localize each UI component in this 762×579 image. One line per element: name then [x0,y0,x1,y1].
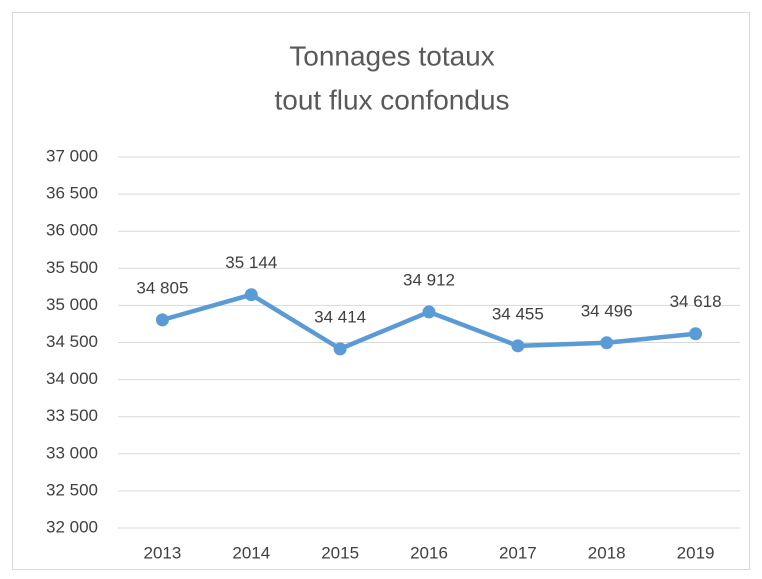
y-tick-label: 35 500 [46,258,98,277]
y-tick-label: 33 000 [46,443,98,462]
y-tick-label: 32 000 [46,517,98,536]
chart-title: tout flux confondus [274,84,509,115]
data-label: 34 414 [314,307,366,326]
x-tick-label: 2016 [410,543,448,562]
data-point [600,336,614,350]
data-point [244,288,258,302]
x-tick-label: 2014 [232,543,270,562]
y-tick-label: 34 500 [46,332,98,351]
data-label: 35 144 [225,253,277,272]
y-tick-label: 36 000 [46,221,98,240]
data-point [689,327,703,341]
y-tick-label: 34 000 [46,369,98,388]
data-point [333,342,347,356]
x-tick-label: 2019 [677,543,715,562]
x-tick-label: 2013 [144,543,182,562]
y-tick-label: 35 000 [46,295,98,314]
x-tick-label: 2017 [499,543,537,562]
data-point [422,305,436,319]
data-label: 34 496 [581,301,633,320]
y-tick-label: 37 000 [46,146,98,165]
data-label: 34 912 [403,270,455,289]
y-tick-label: 32 500 [46,480,98,499]
data-point [511,339,525,353]
data-point [155,313,169,327]
x-tick-label: 2015 [321,543,359,562]
chart-border [12,12,750,570]
y-tick-label: 33 500 [46,406,98,425]
data-label: 34 805 [136,278,188,297]
x-tick-label: 2018 [588,543,626,562]
data-label: 34 618 [670,292,722,311]
chart-title: Tonnages totaux [289,40,495,71]
y-tick-label: 36 500 [46,184,98,203]
data-label: 34 455 [492,304,544,323]
